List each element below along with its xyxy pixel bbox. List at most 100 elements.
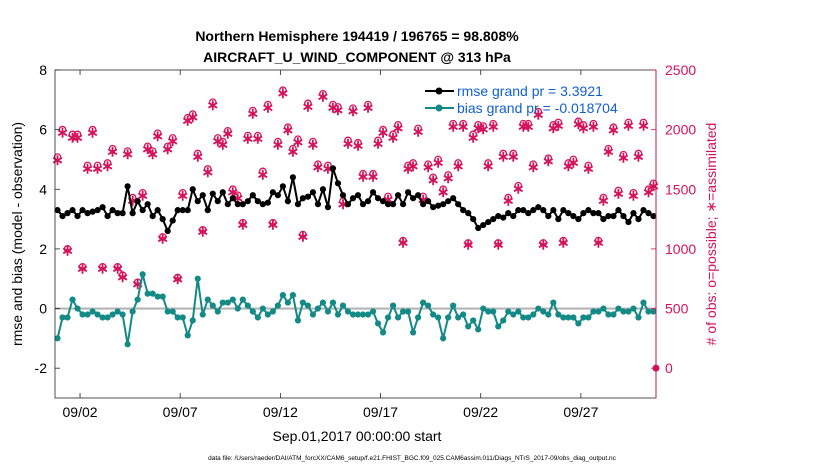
rmse-point bbox=[189, 186, 196, 193]
bias-point bbox=[129, 308, 136, 315]
obs-possible-marker bbox=[173, 273, 182, 282]
bias-point bbox=[575, 320, 582, 327]
rmse-point bbox=[580, 210, 587, 217]
bias-point bbox=[239, 296, 246, 303]
rmse-point bbox=[545, 213, 552, 220]
rmse-point bbox=[294, 201, 302, 208]
obs-possible-marker bbox=[153, 129, 162, 138]
obs-assimilated-marker: ∗ bbox=[377, 125, 390, 142]
bias-point bbox=[430, 311, 437, 318]
obs-assimilated-marker: ∗ bbox=[206, 97, 219, 114]
bias-point bbox=[425, 302, 432, 309]
rmse-point bbox=[139, 207, 146, 214]
obs-possible-marker bbox=[143, 142, 152, 151]
bias-point bbox=[164, 308, 171, 315]
rmse-point bbox=[249, 192, 256, 199]
bias-point bbox=[89, 308, 96, 315]
bias-point bbox=[550, 299, 557, 306]
rmse-point bbox=[465, 210, 472, 217]
obs-possible-marker bbox=[228, 185, 237, 194]
bias-point bbox=[304, 302, 312, 309]
right-tick-label: 2500 bbox=[665, 62, 696, 78]
rmse-point bbox=[595, 210, 602, 217]
obs-possible-marker bbox=[609, 123, 618, 132]
bias-point bbox=[124, 341, 131, 348]
obs-assimilated-marker: ∗ bbox=[562, 158, 575, 175]
rmse-point bbox=[515, 207, 522, 214]
rmse-point bbox=[94, 207, 101, 214]
rmse-point bbox=[119, 210, 126, 217]
obs-possible-marker bbox=[324, 161, 332, 170]
rmse-point bbox=[79, 207, 86, 214]
left-tick-label: 8 bbox=[39, 62, 47, 78]
obs-assimilated-marker: ∗ bbox=[422, 159, 435, 176]
bias-point bbox=[94, 311, 101, 318]
bias-point bbox=[445, 314, 452, 321]
obs-possible-marker bbox=[524, 119, 533, 128]
rmse-point bbox=[440, 201, 447, 208]
bias-point bbox=[560, 314, 567, 321]
obs-possible-marker bbox=[359, 169, 367, 178]
bias-point bbox=[264, 311, 271, 318]
bias-point bbox=[274, 302, 281, 309]
right-tick-label: 1000 bbox=[665, 241, 696, 257]
obs-possible-marker bbox=[544, 154, 553, 163]
obs-assimilated-marker: ∗ bbox=[302, 98, 315, 115]
rmse-point bbox=[379, 198, 387, 205]
obs-possible-marker bbox=[429, 173, 437, 182]
obs-possible-marker bbox=[509, 149, 518, 158]
obs-assimilated-marker: ∗ bbox=[267, 216, 280, 233]
rmse-point bbox=[560, 207, 567, 214]
rmse-point bbox=[500, 214, 507, 221]
obs-assimilated-marker: ∗ bbox=[332, 102, 345, 119]
obs-assimilated-marker: ∗ bbox=[51, 152, 64, 169]
rmse-point bbox=[64, 210, 71, 217]
obs-assimilated-marker: ∗ bbox=[227, 184, 240, 201]
rmse-point bbox=[369, 189, 377, 196]
rmse-point bbox=[159, 215, 166, 223]
bias-point bbox=[379, 329, 387, 336]
rmse-point bbox=[174, 207, 181, 214]
obs-assimilated-marker: ∗ bbox=[66, 129, 79, 146]
bias-point bbox=[465, 323, 472, 330]
rmse-point bbox=[455, 201, 462, 208]
x-axis-label: Sep.01,2017 00:00:00 start bbox=[273, 428, 442, 444]
bias-point bbox=[339, 302, 347, 309]
rmse-point bbox=[214, 198, 221, 205]
rmse-point bbox=[535, 204, 542, 211]
bias-point bbox=[470, 317, 477, 324]
obs-assimilated-marker: ∗ bbox=[76, 260, 89, 277]
left-tick-label: 4 bbox=[39, 181, 47, 197]
rmse-point bbox=[89, 208, 96, 215]
obs-assimilated-marker: ∗ bbox=[61, 243, 74, 260]
obs-possible-marker bbox=[444, 171, 453, 179]
rmse-point bbox=[630, 210, 637, 217]
rmse-point bbox=[299, 195, 307, 202]
obs-assimilated-marker: ∗ bbox=[532, 107, 545, 124]
right-tick-label: 1500 bbox=[665, 181, 696, 197]
obs-possible-marker bbox=[569, 155, 578, 164]
bias-point bbox=[269, 308, 276, 315]
obs-possible-marker bbox=[243, 131, 252, 140]
rmse-point bbox=[229, 195, 236, 202]
obs-possible-marker bbox=[88, 125, 97, 134]
x-tick-label: 09/12 bbox=[263, 404, 298, 420]
obs-assimilated-marker: ∗ bbox=[477, 121, 490, 138]
bias-point bbox=[455, 314, 462, 321]
rmse-point bbox=[460, 207, 467, 214]
bias-point bbox=[244, 302, 251, 309]
obs-possible-marker bbox=[193, 149, 202, 158]
obs-assimilated-marker: ∗ bbox=[512, 181, 525, 198]
obs-possible-marker bbox=[274, 137, 282, 146]
bias-point bbox=[249, 308, 256, 315]
obs-possible-marker bbox=[299, 230, 307, 239]
obs-possible-marker bbox=[304, 99, 312, 108]
obs-assimilated-marker: ∗ bbox=[452, 158, 465, 175]
bias-point bbox=[369, 308, 377, 315]
bias-point bbox=[104, 314, 111, 321]
rmse-point bbox=[625, 218, 632, 226]
obs-possible-marker bbox=[103, 159, 112, 167]
obs-possible-marker bbox=[629, 189, 638, 197]
obs-count-series: ∗∗∗∗∗∗∗∗∗∗∗∗∗∗∗∗∗∗∗∗∗∗∗∗∗∗∗∗∗∗∗∗∗∗∗∗∗∗∗∗… bbox=[51, 85, 660, 372]
obs-assimilated-marker: ∗ bbox=[151, 128, 164, 145]
